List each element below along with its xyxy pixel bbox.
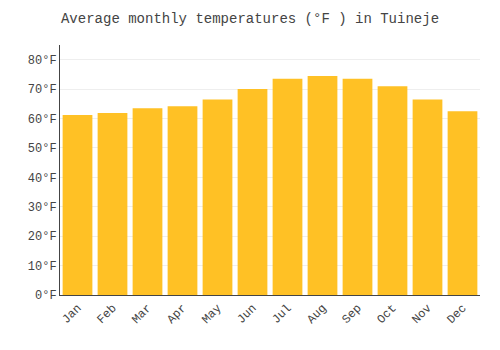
svg-text:Feb: Feb xyxy=(94,302,119,327)
svg-text:20°F: 20°F xyxy=(28,230,57,244)
svg-text:70°F: 70°F xyxy=(28,83,57,97)
svg-text:Jan: Jan xyxy=(59,302,84,327)
svg-text:Nov: Nov xyxy=(409,302,434,327)
svg-text:0°F: 0°F xyxy=(35,289,57,303)
svg-text:Average monthly temperatures (: Average monthly temperatures (°F ) in Tu… xyxy=(61,11,439,27)
svg-text:80°F: 80°F xyxy=(28,54,57,68)
svg-text:Mar: Mar xyxy=(129,302,154,327)
svg-text:Aug: Aug xyxy=(304,302,329,327)
svg-text:Dec: Dec xyxy=(444,302,469,327)
svg-text:60°F: 60°F xyxy=(28,113,57,127)
svg-text:Sep: Sep xyxy=(339,302,364,327)
svg-text:Jul: Jul xyxy=(269,302,294,327)
svg-text:50°F: 50°F xyxy=(28,142,57,156)
svg-text:10°F: 10°F xyxy=(28,260,57,274)
svg-text:40°F: 40°F xyxy=(28,172,57,186)
svg-text:30°F: 30°F xyxy=(28,201,57,215)
svg-text:Oct: Oct xyxy=(374,302,399,327)
svg-text:May: May xyxy=(199,302,224,327)
svg-text:Jun: Jun xyxy=(234,302,259,327)
svg-text:Apr: Apr xyxy=(164,302,189,327)
